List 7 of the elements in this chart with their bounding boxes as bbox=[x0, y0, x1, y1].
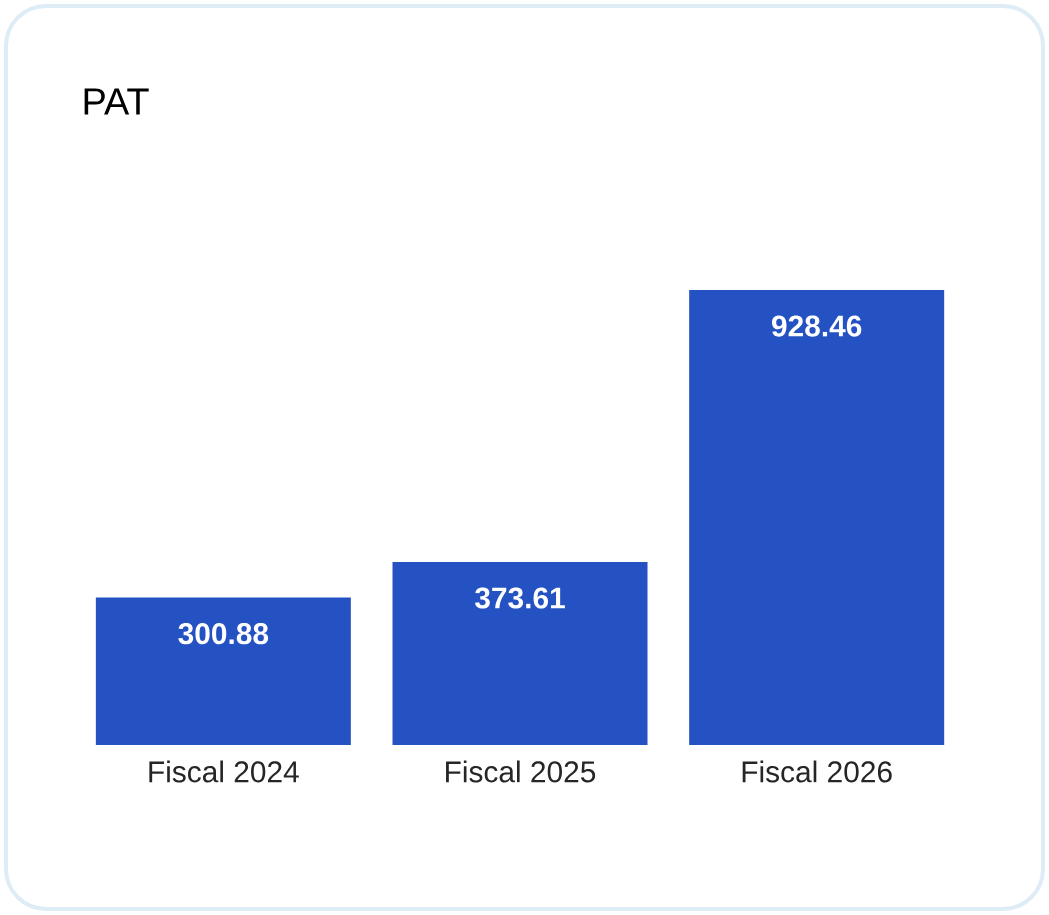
data-label: 300.88 bbox=[178, 623, 269, 645]
data-label: 928.46 bbox=[772, 315, 862, 337]
x-tick-label: Fiscal 2025 bbox=[446, 760, 596, 783]
data-label: 373.61 bbox=[474, 587, 565, 609]
chart-title: PAT bbox=[84, 88, 149, 115]
x-tick-label: Fiscal 2026 bbox=[742, 760, 892, 783]
x-tick-label: Fiscal 2024 bbox=[149, 760, 299, 783]
